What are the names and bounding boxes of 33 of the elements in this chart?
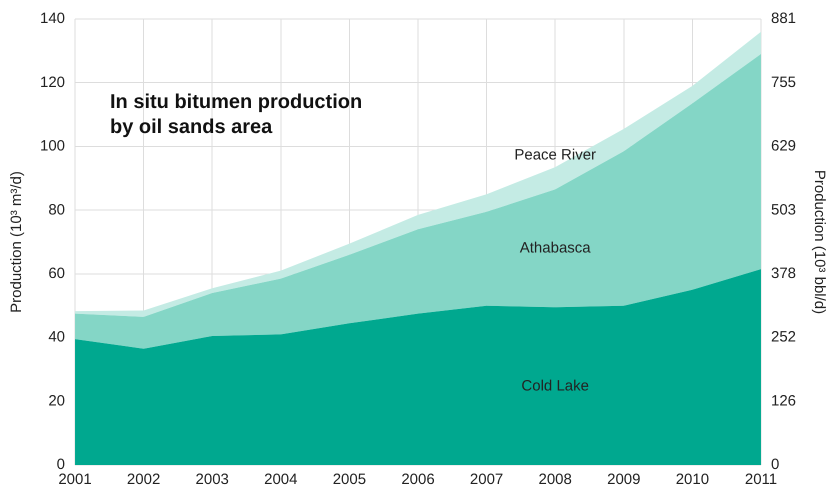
y2-tick-label: 252 — [770, 328, 796, 346]
series-label: Cold Lake — [521, 377, 589, 394]
x-tick-label: 2010 — [676, 471, 710, 488]
y2-tick-label: 629 — [770, 138, 796, 155]
y2-tick-label: 755 — [770, 74, 796, 91]
y-tick-label: 60 — [48, 265, 66, 282]
x-tick-label: 2007 — [470, 471, 504, 488]
y-tick-label: 120 — [40, 74, 66, 91]
x-tick-label: 2005 — [332, 471, 366, 488]
y-tick-label: 40 — [48, 328, 66, 346]
y2-tick-label: 881 — [770, 10, 796, 28]
y-tick-label: 0 — [56, 456, 66, 474]
y-tick-label: 80 — [48, 201, 66, 218]
x-tick-label: 2001 — [58, 471, 92, 488]
series-label: Peace River — [514, 146, 596, 164]
y2-tick-label: 503 — [770, 202, 796, 218]
y2-tick-label: 0 — [770, 456, 780, 474]
x-tick-label: 2003 — [196, 471, 229, 488]
y-tick-label: 20 — [48, 392, 66, 410]
x-tick-label: 2002 — [126, 471, 160, 488]
y2-tick-label: 126 — [770, 392, 796, 410]
text: In situ bitumen production by oil sands area — [110, 90, 362, 140]
x-tick-label: 2009 — [607, 471, 640, 488]
x-tick-label: 2011 — [744, 471, 778, 488]
y-tick-label: 140 — [40, 10, 66, 28]
y-tick-label: 100 — [40, 138, 66, 155]
y-axis-title: Production (10³ m³/d) — [8, 171, 26, 313]
x-tick-label: 2004 — [264, 471, 298, 488]
y2-tick-label: 378 — [770, 264, 796, 282]
series-label: Athabasca — [520, 240, 592, 257]
x-tick-label: 2006 — [401, 471, 435, 488]
x-tick-label: 2008 — [538, 471, 572, 488]
y2-axis-title: Production (10³ bbl/d) — [810, 170, 828, 314]
